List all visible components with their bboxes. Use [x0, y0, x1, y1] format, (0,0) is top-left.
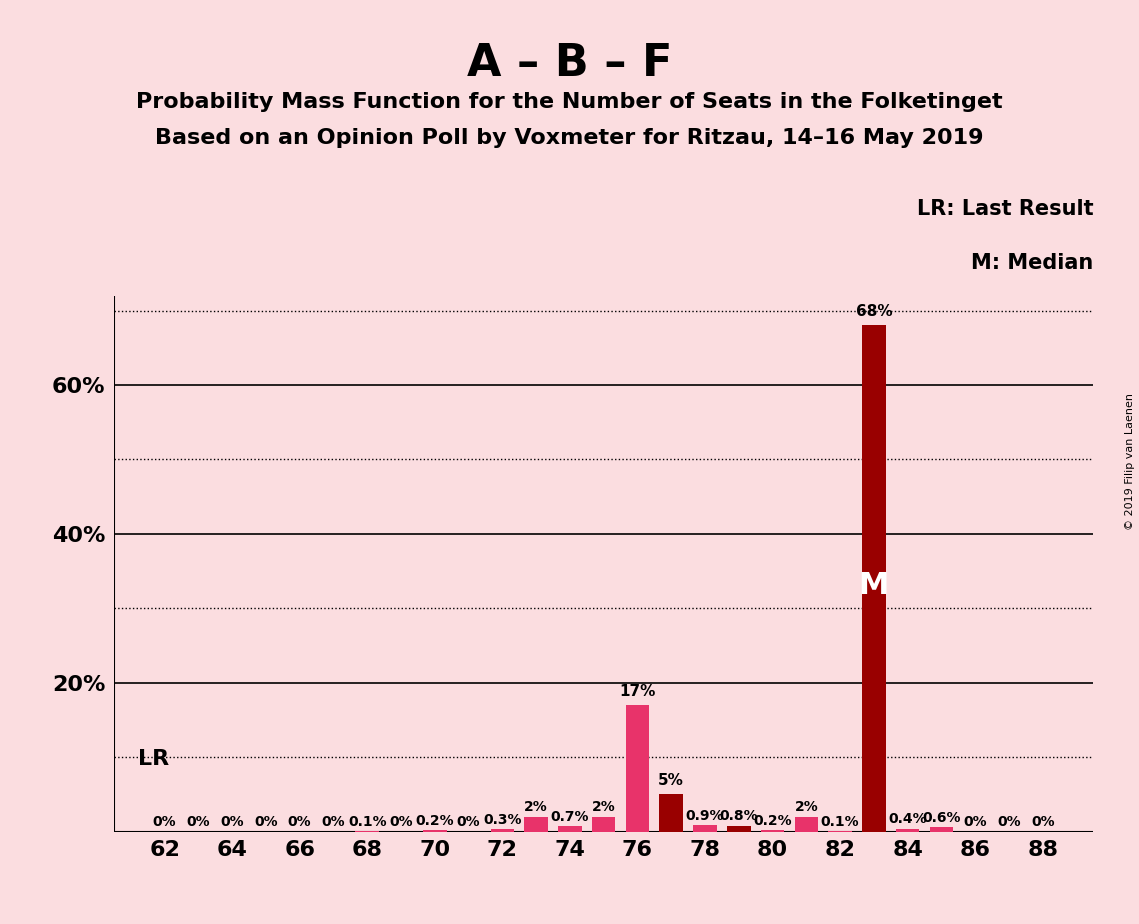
Text: 2%: 2%: [795, 800, 818, 814]
Bar: [694, 825, 716, 832]
Text: 0.3%: 0.3%: [483, 813, 522, 827]
Text: A – B – F: A – B – F: [467, 42, 672, 85]
Bar: [625, 705, 649, 832]
Text: 0%: 0%: [187, 815, 211, 829]
Text: 0%: 0%: [997, 815, 1021, 829]
Text: 0%: 0%: [390, 815, 412, 829]
Text: 0.7%: 0.7%: [550, 810, 589, 824]
Text: 0.9%: 0.9%: [686, 808, 724, 822]
Text: LR: Last Result: LR: Last Result: [917, 200, 1093, 219]
Text: 0.6%: 0.6%: [923, 811, 960, 825]
Text: 0.8%: 0.8%: [720, 809, 759, 823]
Bar: [727, 826, 751, 832]
Text: 0%: 0%: [964, 815, 988, 829]
Bar: [896, 829, 919, 832]
Text: LR: LR: [138, 748, 169, 769]
Text: 0.1%: 0.1%: [347, 815, 386, 829]
Text: 17%: 17%: [620, 684, 656, 699]
Bar: [659, 795, 683, 832]
Text: 0%: 0%: [220, 815, 244, 829]
Text: 68%: 68%: [855, 305, 892, 320]
Text: 0.1%: 0.1%: [821, 815, 860, 829]
Text: 0%: 0%: [1031, 815, 1055, 829]
Text: 0%: 0%: [288, 815, 311, 829]
Bar: [558, 826, 582, 832]
Text: 0.2%: 0.2%: [753, 814, 792, 828]
Text: 2%: 2%: [524, 800, 548, 814]
Bar: [592, 817, 615, 832]
Text: 0%: 0%: [457, 815, 481, 829]
Text: © 2019 Filip van Laenen: © 2019 Filip van Laenen: [1125, 394, 1134, 530]
Bar: [524, 817, 548, 832]
Text: M: Median: M: Median: [972, 253, 1093, 273]
Text: 0.4%: 0.4%: [888, 812, 927, 826]
Bar: [423, 830, 446, 832]
Text: 0.2%: 0.2%: [416, 814, 454, 828]
Text: 0%: 0%: [153, 815, 177, 829]
Bar: [862, 325, 886, 832]
Text: 2%: 2%: [592, 800, 615, 814]
Bar: [929, 827, 953, 832]
Text: 0%: 0%: [254, 815, 278, 829]
Text: 5%: 5%: [658, 773, 685, 788]
Text: Based on an Opinion Poll by Voxmeter for Ritzau, 14–16 May 2019: Based on an Opinion Poll by Voxmeter for…: [155, 128, 984, 148]
Bar: [761, 830, 785, 832]
Bar: [491, 830, 514, 832]
Bar: [795, 817, 818, 832]
Text: 0%: 0%: [321, 815, 345, 829]
Text: Probability Mass Function for the Number of Seats in the Folketinget: Probability Mass Function for the Number…: [137, 92, 1002, 113]
Text: M: M: [859, 571, 890, 601]
